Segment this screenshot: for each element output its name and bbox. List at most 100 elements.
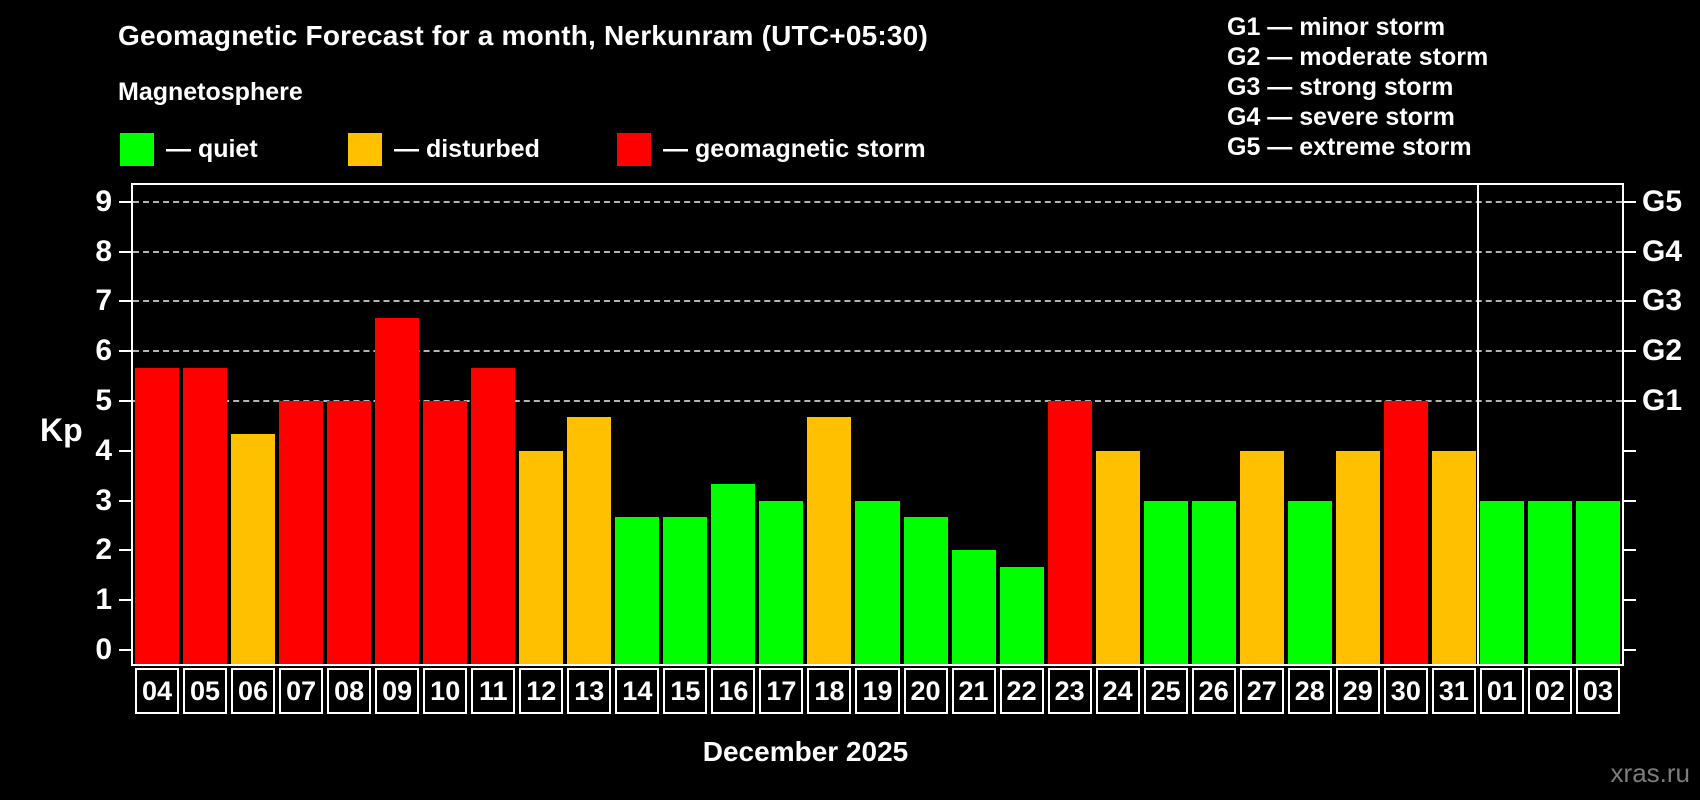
day-box-22: 22 bbox=[999, 668, 1044, 714]
gridline-kp-6 bbox=[133, 350, 1622, 353]
legend-item-quiet: — quiet bbox=[120, 133, 258, 166]
day-box-17: 17 bbox=[759, 668, 804, 714]
bar-day-25 bbox=[1143, 500, 1188, 664]
bars-container bbox=[133, 185, 1622, 664]
legend-swatch-quiet bbox=[120, 133, 154, 166]
bar-day-15 bbox=[663, 517, 708, 664]
left-tick-4 bbox=[119, 449, 131, 452]
legend-item-storm: — geomagnetic storm bbox=[617, 133, 926, 166]
day-box-16: 16 bbox=[711, 668, 756, 714]
right-tick-1 bbox=[1624, 599, 1636, 602]
bar-day-24 bbox=[1095, 450, 1140, 664]
right-tick-0 bbox=[1624, 649, 1636, 651]
bar-day-08 bbox=[327, 401, 372, 664]
bar-day-22 bbox=[999, 566, 1044, 664]
day-box-24: 24 bbox=[1095, 668, 1140, 714]
left-tick-3 bbox=[119, 499, 131, 502]
right-tick-2 bbox=[1624, 549, 1636, 552]
left-tick-5 bbox=[119, 400, 131, 402]
gridline-kp-7 bbox=[133, 300, 1622, 303]
bar-day-19 bbox=[855, 500, 900, 664]
day-box-10: 10 bbox=[423, 668, 468, 714]
day-box-08: 08 bbox=[327, 668, 372, 714]
day-box-11: 11 bbox=[471, 668, 516, 714]
bar-day-17 bbox=[759, 500, 804, 664]
y-tick-label-3: 3 bbox=[95, 483, 112, 517]
g-scale-legend: G1 — minor storm G2 — moderate storm G3 — … bbox=[1227, 12, 1488, 162]
g-legend-line-1: G1 — minor storm bbox=[1227, 13, 1446, 41]
gridline-kp-9 bbox=[133, 200, 1622, 203]
day-box-06: 06 bbox=[231, 668, 276, 714]
right-tick-5 bbox=[1624, 400, 1636, 402]
y-tick-label-9: 9 bbox=[95, 184, 112, 218]
bar-day-29 bbox=[1335, 450, 1380, 664]
legend-label-disturbed: — disturbed bbox=[394, 135, 540, 163]
bar-day-12 bbox=[519, 450, 564, 664]
status-legend: — quiet — disturbed — geomagnetic storm bbox=[0, 133, 1100, 166]
left-tick-0 bbox=[119, 649, 131, 651]
bar-day-09 bbox=[375, 317, 420, 664]
gridline-kp-8 bbox=[133, 250, 1622, 253]
day-box-23: 23 bbox=[1047, 668, 1092, 714]
day-box-29: 29 bbox=[1335, 668, 1380, 714]
bar-day-14 bbox=[615, 517, 660, 664]
bar-day-02 bbox=[1527, 500, 1572, 664]
chart-title: Geomagnetic Forecast for a month, Nerkun… bbox=[118, 20, 928, 51]
legend-label-quiet: — quiet bbox=[166, 135, 258, 163]
bar-day-07 bbox=[279, 401, 324, 664]
left-tick-9 bbox=[119, 200, 131, 203]
day-box-21: 21 bbox=[951, 668, 996, 714]
legend-item-disturbed: — disturbed bbox=[348, 133, 540, 166]
right-tick-9 bbox=[1624, 200, 1636, 203]
right-tick-7 bbox=[1624, 300, 1636, 303]
left-tick-8 bbox=[119, 250, 131, 253]
right-axis-label-G5: G5 bbox=[1642, 184, 1683, 218]
bar-day-13 bbox=[567, 417, 612, 664]
legend-swatch-disturbed bbox=[348, 133, 382, 166]
day-box-05: 05 bbox=[183, 668, 228, 714]
g-legend-line-2: G2 — moderate storm bbox=[1227, 43, 1489, 71]
bar-day-27 bbox=[1239, 450, 1284, 664]
y-tick-label-6: 6 bbox=[95, 334, 112, 368]
day-box-27: 27 bbox=[1239, 668, 1284, 714]
right-axis-label-G3: G3 bbox=[1642, 284, 1683, 318]
y-tick-label-4: 4 bbox=[95, 433, 112, 467]
day-box-25: 25 bbox=[1143, 668, 1188, 714]
bar-day-16 bbox=[711, 484, 756, 664]
g-legend-line-3: G3 — strong storm bbox=[1227, 73, 1454, 101]
bar-day-28 bbox=[1287, 500, 1332, 664]
day-box-01: 01 bbox=[1479, 668, 1524, 714]
bar-day-06 bbox=[231, 434, 276, 664]
month-separator-line bbox=[1476, 185, 1479, 664]
right-tick-6 bbox=[1624, 350, 1636, 353]
right-tick-3 bbox=[1624, 499, 1636, 502]
day-box-28: 28 bbox=[1287, 668, 1332, 714]
bar-day-01 bbox=[1479, 500, 1524, 664]
bar-day-30 bbox=[1383, 401, 1428, 664]
day-box-20: 20 bbox=[903, 668, 948, 714]
day-box-12: 12 bbox=[519, 668, 564, 714]
x-axis-month-label: December 2025 bbox=[702, 736, 909, 767]
day-box-07: 07 bbox=[279, 668, 324, 714]
left-tick-1 bbox=[119, 599, 131, 602]
legend-swatch-storm bbox=[617, 133, 651, 166]
day-box-18: 18 bbox=[807, 668, 852, 714]
day-box-04: 04 bbox=[135, 668, 180, 714]
y-tick-label-0: 0 bbox=[95, 633, 112, 666]
g-legend-line-5: G5 — extreme storm bbox=[1227, 133, 1472, 161]
y-tick-label-2: 2 bbox=[95, 533, 112, 567]
bar-day-26 bbox=[1191, 500, 1236, 664]
bar-day-03 bbox=[1575, 500, 1620, 664]
right-axis-label-G2: G2 bbox=[1642, 334, 1683, 368]
left-tick-2 bbox=[119, 549, 131, 552]
bar-day-20 bbox=[903, 517, 948, 664]
day-box-13: 13 bbox=[567, 668, 612, 714]
bar-day-10 bbox=[423, 401, 468, 664]
g-legend-line-4: G4 — severe storm bbox=[1227, 103, 1455, 131]
day-box-31: 31 bbox=[1431, 668, 1476, 714]
bar-day-04 bbox=[135, 367, 180, 664]
bar-day-23 bbox=[1047, 401, 1092, 664]
day-box-30: 30 bbox=[1383, 668, 1428, 714]
day-box-09: 09 bbox=[375, 668, 420, 714]
legend-label-storm: — geomagnetic storm bbox=[663, 135, 926, 163]
